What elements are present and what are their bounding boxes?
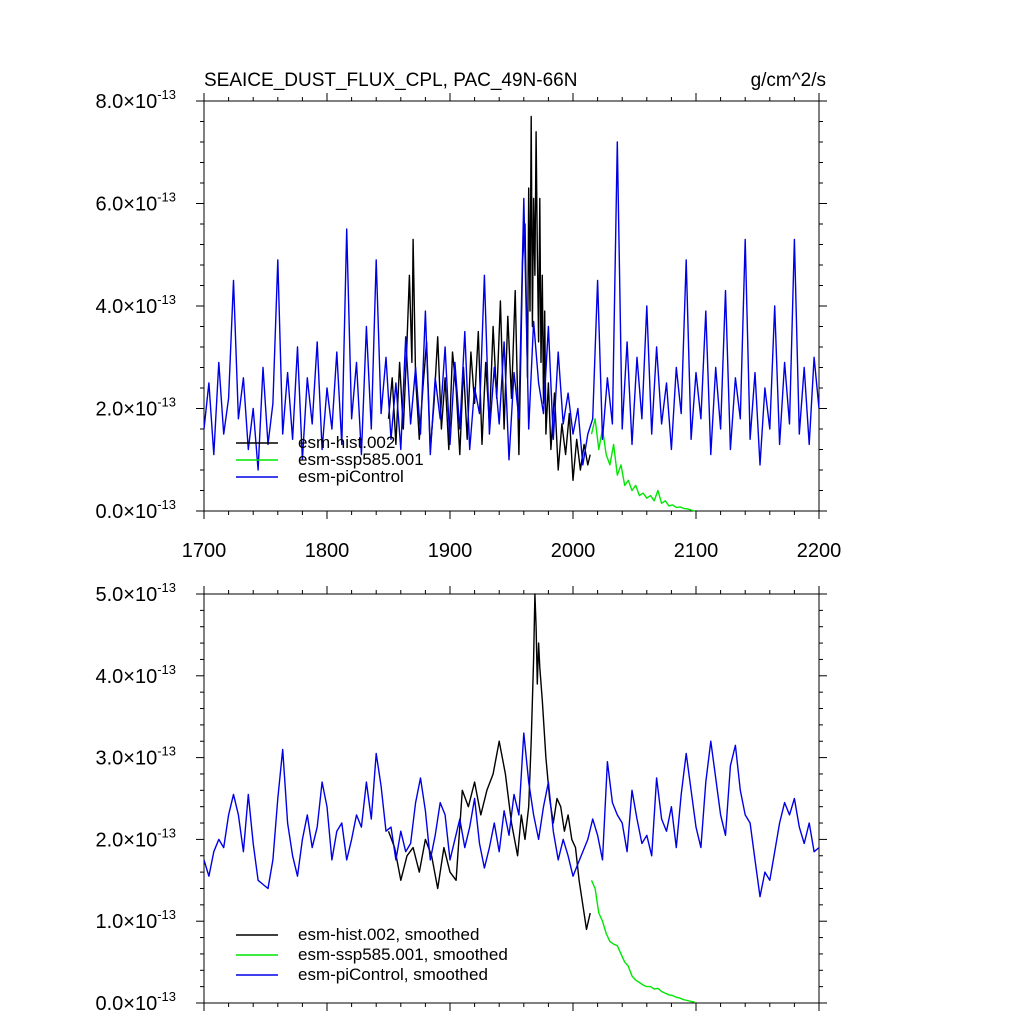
legend-label: esm-hist.002 <box>298 433 395 452</box>
series-line-esm-picontrol <box>203 141 820 471</box>
series-line-esm-picontrol-smoothed <box>203 732 820 898</box>
y-tick-label: 4.0×10-13 <box>95 292 176 318</box>
units-label: g/cm^2/s <box>751 70 826 91</box>
y-tick-label: 4.0×10-13 <box>95 662 176 688</box>
x-tick-label: 2100 <box>674 540 719 562</box>
x-tick-label: 1900 <box>428 540 473 562</box>
y-tick-label: 0.0×10-13 <box>95 497 176 523</box>
y-tick-label: 8.0×10-13 <box>95 87 176 113</box>
y-tick-label: 6.0×10-13 <box>95 190 176 216</box>
y-tick-label: 1.0×10-13 <box>95 907 176 933</box>
legend-label: esm-ssp585.001, smoothed <box>298 945 508 964</box>
chart-title: SEAICE_DUST_FLUX_CPL, PAC_49N-66N <box>204 70 577 91</box>
series-line-esm-ssp585-001 <box>590 418 695 512</box>
y-tick-label: 0.0×10-13 <box>95 989 176 1015</box>
legend-label: esm-ssp585.001 <box>298 450 424 469</box>
plot-frame <box>203 100 820 512</box>
y-tick-label: 2.0×10-13 <box>95 825 176 851</box>
x-tick-label: 2000 <box>551 540 596 562</box>
x-tick-label: 1700 <box>182 540 227 562</box>
series-line-esm-hist-002 <box>387 115 591 481</box>
plot-frame <box>203 593 820 1004</box>
legend-label: esm-piControl <box>298 467 404 486</box>
y-tick-label: 3.0×10-13 <box>95 744 176 770</box>
smoothed-flux-panel: 0.0×10-13 1.0×10-13 2.0×10-13 3.0×10-13 4.0×… <box>95 580 827 1015</box>
y-tick-label: 5.0×10-13 <box>95 580 176 606</box>
y-tick-label: 2.0×10-13 <box>95 395 176 421</box>
legend-label: esm-piControl, smoothed <box>298 965 488 984</box>
annual-flux-panel: 1700 1800 1900 2000 2100 2200 0.0×10-13 2.0×10-… <box>95 87 841 562</box>
x-tick-label: 2200 <box>797 540 842 562</box>
x-tick-label: 1800 <box>305 540 350 562</box>
legend-label: esm-hist.002, smoothed <box>298 925 479 944</box>
series-line-esm-ssp585-001-smoothed <box>590 880 695 1003</box>
series-line-esm-hist-002-smoothed <box>387 593 591 931</box>
